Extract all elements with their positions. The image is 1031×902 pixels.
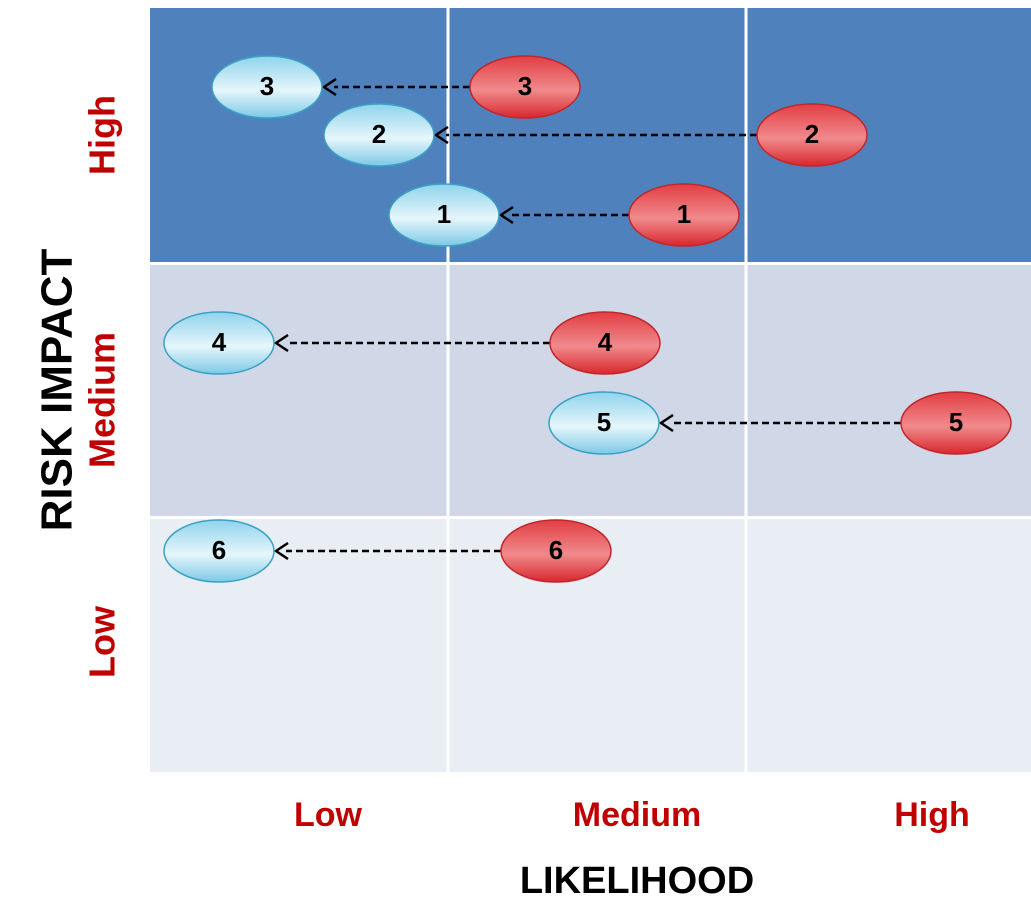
- band-medium-impact: [150, 265, 1031, 516]
- risk-after-label-5: 5: [597, 407, 611, 437]
- risk-before-label-6: 6: [549, 535, 563, 565]
- risk-after-label-4: 4: [212, 327, 227, 357]
- x-level-label-high: High: [894, 796, 970, 834]
- x-level-label-low: Low: [294, 796, 363, 834]
- arrowhead-icon: [273, 333, 289, 353]
- risk-before-label-2: 2: [805, 119, 819, 149]
- risk-before-marker-4[interactable]: [549, 311, 661, 375]
- risk-before-label-4: 4: [598, 327, 613, 357]
- risk-before-label-3: 3: [518, 71, 532, 101]
- risk-after-marker-1[interactable]: [388, 183, 500, 247]
- risk-after-marker-3[interactable]: [211, 55, 323, 119]
- risk-after-label-2: 2: [372, 119, 386, 149]
- risk-after-label-3: 3: [260, 71, 274, 101]
- risk-after-label-1: 1: [437, 199, 451, 229]
- risk-after-marker-6[interactable]: [163, 519, 275, 583]
- risk-after-label-6: 6: [212, 535, 226, 565]
- risk-before-marker-5[interactable]: [900, 391, 1012, 455]
- risk-after-marker-4[interactable]: [163, 311, 275, 375]
- arrowhead-icon: [498, 205, 514, 225]
- risk-before-marker-3[interactable]: [469, 55, 581, 119]
- y-level-label-medium: Medium: [82, 332, 123, 468]
- risk-item-5: 55: [548, 391, 1012, 455]
- risk-after-marker-2[interactable]: [323, 103, 435, 167]
- risk-before-label-5: 5: [949, 407, 963, 437]
- x-level-label-medium: Medium: [573, 796, 701, 834]
- arrowhead-icon: [273, 541, 289, 561]
- y-level-label-high: High: [82, 95, 123, 175]
- y-axis-title: RISK IMPACT: [33, 249, 82, 532]
- risk-item-6: 66: [163, 519, 612, 583]
- arrowhead-icon: [433, 125, 449, 145]
- risk-item-3: 33: [211, 55, 581, 119]
- risk-item-1: 11: [388, 183, 740, 247]
- x-axis-title: LIKELIHOOD: [520, 860, 754, 902]
- risk-before-label-1: 1: [677, 199, 691, 229]
- risk-before-marker-6[interactable]: [500, 519, 612, 583]
- risk-item-4: 44: [163, 311, 661, 375]
- arrowhead-icon: [321, 77, 337, 97]
- risk-item-2: 22: [323, 103, 868, 167]
- risk-before-marker-2[interactable]: [756, 103, 868, 167]
- arrowhead-icon: [658, 413, 674, 433]
- risk-after-marker-5[interactable]: [548, 391, 660, 455]
- y-level-label-low: Low: [82, 605, 123, 678]
- risk-before-marker-1[interactable]: [628, 183, 740, 247]
